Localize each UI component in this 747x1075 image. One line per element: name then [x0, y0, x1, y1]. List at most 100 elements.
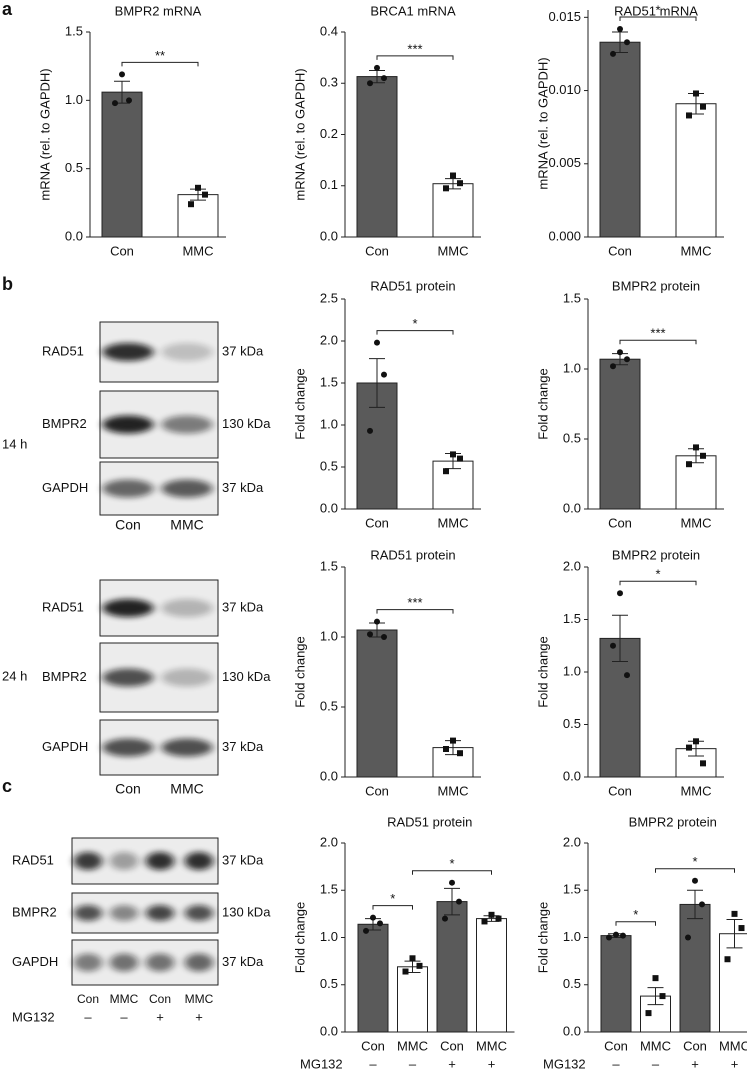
treatment-sign: – [409, 1056, 417, 1071]
y-tick-label: 1.5 [320, 882, 338, 897]
y-tick-label: 0.3 [320, 75, 338, 90]
y-tick-label: 0.4 [320, 23, 338, 38]
significance-bracket [655, 868, 735, 873]
treatment-sign: + [195, 1009, 203, 1024]
data-point [381, 634, 387, 640]
x-tick-label: MMC [476, 1038, 507, 1053]
y-tick-label: 0.0 [320, 768, 338, 783]
data-point [367, 631, 373, 638]
x-tick-label: Con [365, 515, 389, 530]
significance-label: * [655, 2, 660, 17]
blot-size-label: 37 kDa [222, 954, 264, 969]
data-point [370, 914, 376, 921]
chart-title: RAD51 protein [370, 547, 455, 562]
blot-band [102, 599, 154, 617]
x-tick-label: MMC [680, 783, 711, 798]
treatment-sign: – [612, 1056, 620, 1071]
blot-protein-label: GAPDH [42, 480, 88, 495]
blot-band [102, 343, 154, 361]
blot-protein-label: BMPR2 [42, 669, 87, 684]
x-tick-label: MMC [182, 243, 213, 258]
significance-bracket [376, 609, 454, 614]
chart-title: BMPR2 protein [612, 278, 700, 293]
treatment-sign: – [120, 1009, 128, 1024]
data-point [620, 932, 626, 939]
error-bar [612, 614, 628, 662]
data-point [450, 172, 456, 179]
treatment-sign: – [369, 1056, 377, 1071]
significance-label: * [655, 567, 660, 582]
x-tick-label: Con [604, 1038, 628, 1053]
x-tick-label: Con [608, 243, 632, 258]
treatment-sign: + [488, 1056, 496, 1071]
blot-protein-label: RAD51 [42, 599, 84, 614]
error-bar [444, 887, 460, 916]
lane-label: Con [77, 992, 99, 1006]
blot-band [102, 668, 154, 687]
blot-band [161, 738, 213, 757]
data-point [402, 968, 409, 975]
x-tick-label: Con [608, 783, 632, 798]
data-point [693, 444, 699, 451]
blot-protein-label: GAPDH [12, 954, 58, 969]
lane-label: MMC [170, 517, 203, 533]
significance-label: * [412, 316, 417, 331]
data-point [457, 750, 463, 757]
data-point [443, 746, 449, 752]
data-point [202, 191, 208, 198]
bar [397, 966, 428, 1033]
y-tick-label: 0.1 [320, 177, 338, 192]
treatment-label: MG132 [300, 1056, 343, 1071]
x-tick-label: MMC [437, 243, 468, 258]
blot-band [161, 479, 213, 498]
data-point [126, 97, 132, 104]
y-tick-label: 1.5 [320, 374, 338, 389]
y-tick-label: 0.5 [65, 160, 83, 175]
blot-protein-label: RAD51 [12, 852, 54, 867]
y-tick-label: 0.5 [563, 430, 581, 445]
blot-size-label: 37 kDa [222, 343, 264, 358]
blot-band [145, 905, 175, 921]
data-point [495, 915, 502, 922]
data-point [606, 934, 612, 941]
data-point [610, 642, 616, 649]
x-tick-label: MMC [680, 243, 711, 258]
treatment-sign: – [84, 1009, 92, 1024]
y-tick-label: 0.005 [548, 155, 581, 170]
data-point [738, 925, 745, 932]
data-point [374, 64, 380, 71]
chart-title: BMPR2 protein [629, 814, 717, 829]
data-point [443, 185, 449, 192]
bar [101, 91, 143, 238]
y-tick-label: 0.0 [563, 500, 581, 515]
data-point [693, 90, 699, 97]
blot-protein-label: GAPDH [42, 739, 88, 754]
significance-label: * [692, 854, 697, 869]
y-tick-label: 1.5 [563, 290, 581, 305]
x-tick-label: MMC [437, 515, 468, 530]
blot-size-label: 37 kDa [222, 739, 264, 754]
y-tick-label: 2.0 [563, 558, 581, 573]
data-point [693, 738, 699, 745]
lane-label: MMC [110, 992, 139, 1006]
data-point [443, 468, 449, 475]
data-point [188, 201, 194, 208]
treatment-sign: – [652, 1056, 660, 1071]
data-point [659, 993, 666, 1000]
y-tick-label: 0.5 [320, 976, 338, 991]
panel-label: a [2, 0, 13, 19]
y-tick-label: 0.0 [320, 500, 338, 515]
y-tick-label: 0.0 [65, 228, 83, 243]
data-point [610, 363, 616, 370]
y-tick-label: 2.0 [563, 834, 581, 849]
x-tick-label: Con [683, 1038, 707, 1053]
data-point [381, 75, 387, 82]
blot-size-label: 130 kDa [222, 669, 271, 684]
data-point [686, 112, 692, 119]
treatment-sign: + [156, 1009, 164, 1024]
data-point [374, 339, 380, 346]
significance-label: *** [407, 595, 422, 610]
bar [432, 183, 474, 238]
x-tick-label: Con [361, 1038, 385, 1053]
chart-title: BRCA1 mRNA [370, 3, 456, 18]
